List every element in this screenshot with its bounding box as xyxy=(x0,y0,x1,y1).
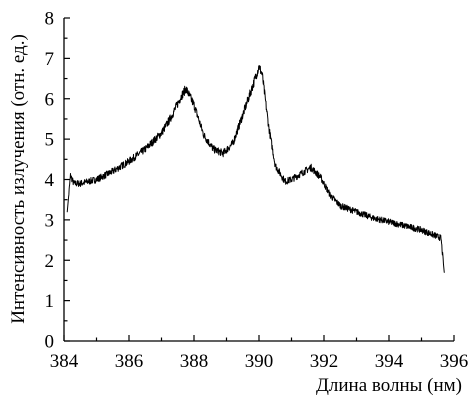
axes: 384 386 388 390 392 394 396 0 1 2 3 4 5 6 7 8 xyxy=(45,9,469,373)
y-tick-label: 4 xyxy=(45,170,55,191)
y-tick-label: 6 xyxy=(45,89,55,110)
x-tick-label: 396 xyxy=(440,351,469,372)
x-tick-label: 384 xyxy=(50,351,79,372)
x-tick-label: 386 xyxy=(115,351,144,372)
x-tick-label: 392 xyxy=(310,351,339,372)
series-layer xyxy=(66,65,445,273)
x-tick-label: 390 xyxy=(245,351,274,372)
y-tick-label: 3 xyxy=(45,210,55,231)
x-axis-title: Длина волны (нм) xyxy=(316,375,462,396)
y-tick-label: 2 xyxy=(45,251,55,272)
y-axis-title: Интенсивность излучения (отн. ед.) xyxy=(8,34,29,324)
spectrum-line xyxy=(66,65,445,273)
axis-labels: Длина волны (нм) Интенсивность излучения… xyxy=(8,34,462,396)
y-tick-label: 0 xyxy=(45,332,55,353)
y-tick-label: 1 xyxy=(45,291,55,312)
y-tick-label: 5 xyxy=(45,130,55,151)
x-tick-label: 388 xyxy=(180,351,209,372)
x-tick-label: 394 xyxy=(375,351,404,372)
y-tick-label: 7 xyxy=(45,49,55,70)
y-tick-label: 8 xyxy=(45,9,55,30)
